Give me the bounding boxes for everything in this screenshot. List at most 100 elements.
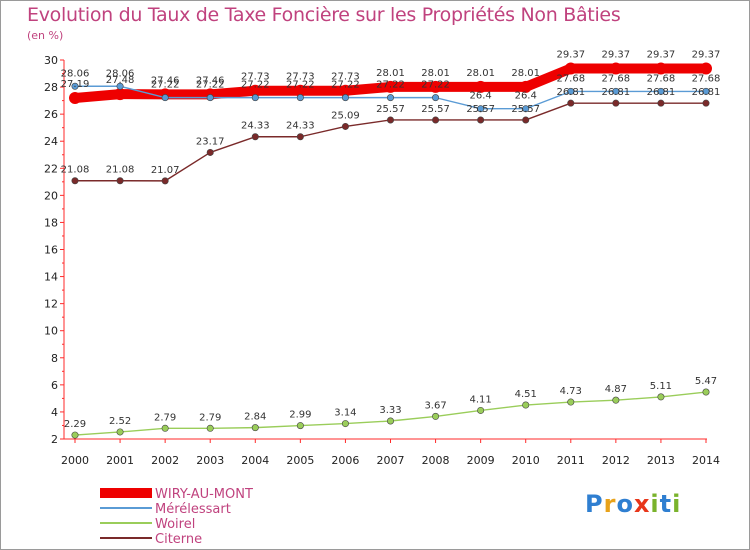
data-point	[161, 424, 169, 432]
data-label: 27.73	[241, 72, 270, 83]
data-label: 25.57	[466, 104, 495, 115]
data-label: 27.19	[61, 79, 90, 90]
data-label: 4.11	[470, 394, 492, 405]
x-tick-label: 2007	[377, 454, 405, 467]
x-tick-label: 2004	[241, 454, 269, 467]
data-point	[477, 105, 485, 113]
data-point	[429, 80, 442, 93]
data-label: 2.52	[109, 416, 131, 427]
data-point	[477, 406, 485, 414]
logo-letter: r	[603, 490, 617, 518]
data-label: 21.08	[106, 165, 135, 176]
data-label: 26.81	[647, 87, 676, 98]
logo-letter: x	[633, 490, 651, 518]
data-label: 29.37	[647, 50, 676, 61]
legend-label: Citerne	[155, 532, 202, 547]
data-point	[386, 94, 394, 102]
data-label: 28.01	[511, 68, 540, 79]
data-label: 28.06	[106, 68, 135, 79]
legend-label: WIRY-AU-MONT	[155, 487, 253, 502]
data-point	[654, 62, 667, 75]
series-m-r-lessart	[71, 82, 710, 113]
data-point	[296, 94, 304, 102]
x-tick-label: 2000	[61, 454, 89, 467]
data-label: 5.47	[695, 376, 717, 387]
data-point	[657, 99, 665, 107]
data-label: 4.87	[605, 384, 627, 395]
x-tick-label: 2002	[151, 454, 179, 467]
data-point	[116, 82, 124, 90]
x-tick-label: 2009	[467, 454, 495, 467]
legend-label: Mérélessart	[155, 502, 231, 517]
data-point	[474, 80, 487, 93]
legend-item: Citerne	[100, 532, 202, 547]
data-label: 2.79	[154, 412, 176, 423]
data-point	[296, 133, 304, 141]
data-label: 2.84	[244, 412, 266, 423]
data-label: 4.73	[560, 386, 582, 397]
data-label: 25.57	[376, 104, 405, 115]
logo-letter: P	[585, 490, 604, 518]
x-tick-label: 2010	[512, 454, 540, 467]
data-label: 28.01	[376, 68, 405, 79]
data-label: 27.73	[331, 72, 360, 83]
data-label: 4.51	[515, 389, 537, 400]
data-label: 27.46	[196, 75, 225, 86]
data-label: 25.57	[511, 104, 540, 115]
y-tick-label: 28	[44, 81, 58, 94]
series-citerne	[71, 99, 710, 185]
data-point	[657, 87, 665, 95]
x-tick-label: 2014	[692, 454, 720, 467]
data-point	[71, 177, 79, 185]
data-label: 27.68	[556, 73, 585, 84]
legend-label: Woirel	[155, 517, 195, 532]
data-label: 24.33	[241, 121, 270, 132]
data-point	[432, 116, 440, 124]
data-label: 27.68	[602, 73, 631, 84]
data-label: 26.4	[470, 91, 492, 102]
data-label: 26.4	[515, 91, 537, 102]
logo-letter: i	[650, 490, 660, 518]
data-point	[341, 420, 349, 428]
data-label: 27.22	[286, 80, 315, 91]
legend-item: Mérélessart	[100, 502, 231, 517]
y-tick-label: 6	[51, 379, 58, 392]
x-tick-label: 2003	[196, 454, 224, 467]
data-point	[296, 422, 304, 430]
data-point	[702, 388, 710, 396]
data-point	[386, 417, 394, 425]
data-point	[609, 62, 622, 75]
data-point	[432, 94, 440, 102]
data-point	[71, 82, 79, 90]
data-point	[657, 393, 665, 401]
y-tick-label: 14	[44, 271, 58, 284]
data-point	[251, 133, 259, 141]
legend-item: Woirel	[100, 517, 195, 532]
y-tick-label: 22	[44, 162, 58, 175]
data-point	[700, 62, 712, 75]
data-label: 27.22	[151, 80, 180, 91]
data-point	[206, 148, 214, 156]
data-label: 28.06	[61, 68, 90, 79]
x-tick-label: 2005	[286, 454, 314, 467]
data-label: 27.68	[647, 73, 676, 84]
data-point	[251, 94, 259, 102]
data-label: 26.81	[692, 87, 721, 98]
data-label: 25.09	[331, 110, 360, 121]
y-tick-label: 16	[44, 244, 58, 257]
x-tick-label: 2001	[106, 454, 134, 467]
data-label: 27.73	[286, 72, 315, 83]
data-label: 21.08	[61, 165, 90, 176]
unit-label: (en %)	[27, 29, 64, 42]
series-woirel	[71, 388, 710, 439]
data-label: 27.46	[151, 75, 180, 86]
data-point	[612, 99, 620, 107]
data-label: 21.07	[151, 165, 180, 176]
data-point	[522, 105, 530, 113]
y-tick-label: 4	[51, 406, 58, 419]
data-point	[114, 88, 127, 101]
data-point	[522, 116, 530, 124]
data-point	[341, 94, 349, 102]
logo-letter: o	[616, 490, 634, 518]
